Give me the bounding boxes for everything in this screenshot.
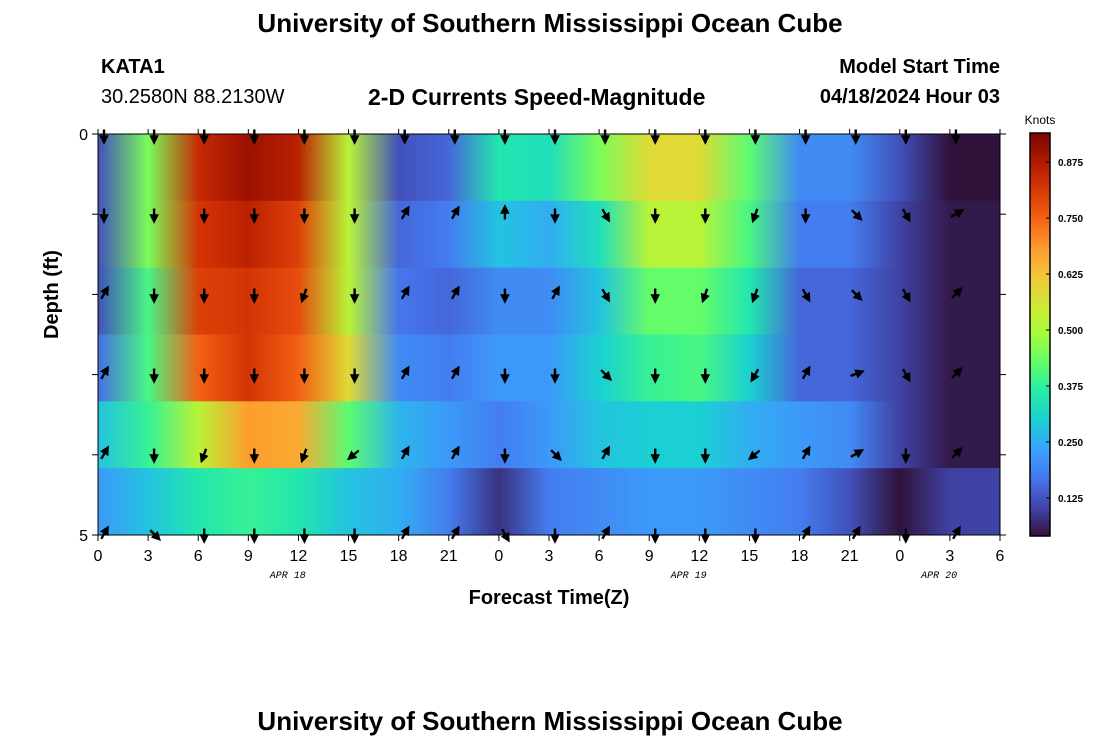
colorbar-tick-label: 0.750	[1058, 214, 1083, 225]
x-tick-label: 6	[996, 548, 1005, 565]
station-coordinates: 30.2580N 88.2130W	[101, 86, 285, 108]
current-arrow	[801, 525, 811, 540]
model-start-label: Model Start Time	[839, 56, 1000, 78]
current-arrow	[600, 369, 613, 381]
current-arrow	[950, 209, 965, 219]
current-arrow	[951, 367, 963, 379]
x-tick-label: 3	[945, 548, 954, 565]
current-arrow	[299, 288, 309, 304]
x-tick-label: 0	[895, 548, 904, 565]
current-arrow	[601, 525, 611, 540]
chart-subtitle: 2-D Currents Speed-Magnitude	[368, 84, 706, 110]
current-arrow	[400, 285, 410, 300]
current-arrow	[400, 445, 410, 460]
current-arrow	[850, 209, 863, 221]
current-arrow	[199, 448, 209, 464]
x-tick-label: 9	[645, 548, 654, 565]
current-arrow	[450, 365, 460, 380]
colorbar	[1029, 132, 1051, 537]
heatmap-band-3	[98, 334, 1000, 402]
current-arrow	[700, 288, 710, 304]
current-arrow	[850, 369, 865, 379]
date-label: APR 18	[269, 571, 306, 582]
current-arrow	[450, 205, 460, 220]
x-tick-label: 0	[494, 548, 503, 565]
x-tick-label: 18	[791, 548, 809, 565]
current-arrow	[747, 449, 761, 461]
current-arrow	[100, 285, 109, 300]
station-id: KATA1	[101, 56, 165, 78]
colorbar-tick-label: 0.625	[1058, 270, 1083, 281]
current-arrow	[750, 368, 760, 383]
heatmap-band-4	[98, 401, 1000, 469]
current-arrow	[801, 445, 811, 460]
date-label: APR 19	[670, 571, 707, 582]
chart-title-top: University of Southern Mississippi Ocean…	[257, 8, 843, 38]
x-tick-label: 12	[290, 548, 308, 565]
current-arrow	[750, 208, 760, 224]
current-arrow	[299, 448, 309, 464]
current-arrow	[346, 449, 360, 461]
colorbar-tick-label: 0.500	[1058, 326, 1083, 337]
colorbar-label: Knots	[1025, 113, 1056, 127]
x-tick-label: 15	[340, 548, 358, 565]
x-tick-label: 3	[144, 548, 153, 565]
current-arrow	[901, 288, 911, 303]
current-arrow	[850, 449, 865, 459]
x-tick-label: 12	[690, 548, 708, 565]
current-arrow	[149, 529, 162, 541]
current-arrow	[601, 288, 611, 303]
y-tick-label: 5	[79, 528, 88, 545]
current-arrow	[450, 445, 460, 460]
current-arrow	[551, 285, 560, 300]
x-tick-label: 0	[94, 548, 103, 565]
model-start-time: 04/18/2024 Hour 03	[819, 86, 1000, 108]
colorbar-tick-label: 0.250	[1058, 438, 1083, 449]
current-arrow	[601, 445, 611, 460]
chart-title-bottom: University of Southern Mississippi Ocean…	[257, 706, 843, 736]
date-label: APR 20	[920, 571, 957, 582]
heatmap-band-0	[98, 134, 1000, 202]
current-arrow	[951, 447, 963, 459]
current-arrow	[901, 368, 911, 383]
current-arrow	[850, 289, 863, 301]
current-arrow	[951, 525, 961, 540]
current-arrow	[400, 525, 410, 540]
current-arrow	[400, 365, 410, 380]
current-arrow	[601, 208, 611, 223]
x-tick-label: 21	[841, 548, 859, 565]
colorbar-tick-label: 0.875	[1058, 158, 1083, 169]
current-arrow	[100, 365, 109, 380]
y-axis-title: Depth (ft)	[41, 250, 63, 339]
x-tick-label: 15	[741, 548, 759, 565]
heatmap-band-2	[98, 267, 1000, 335]
x-tick-label: 6	[595, 548, 604, 565]
current-arrow	[450, 525, 460, 540]
heatmap-band-1	[98, 200, 1000, 269]
current-arrow	[400, 205, 410, 220]
x-tick-label: 21	[440, 548, 458, 565]
current-arrow	[901, 208, 911, 223]
x-tick-label: 9	[244, 548, 253, 565]
current-arrow	[100, 525, 109, 540]
colorbar-tick-label: 0.375	[1058, 382, 1083, 393]
current-arrow	[951, 287, 963, 299]
x-tick-label: 18	[390, 548, 408, 565]
x-tick-label: 3	[545, 548, 554, 565]
current-arrow	[851, 525, 861, 540]
current-arrow	[450, 285, 460, 300]
heatmap-band-5	[98, 468, 1000, 536]
x-tick-label: 6	[194, 548, 203, 565]
current-arrow	[801, 365, 811, 380]
x-axis-title: Forecast Time(Z)	[469, 587, 630, 609]
current-arrow	[750, 288, 760, 304]
current-arrow	[550, 449, 562, 461]
current-arrow	[500, 528, 510, 543]
current-arrow	[801, 288, 811, 303]
current-arrow	[100, 445, 109, 460]
colorbar-tick-label: 0.125	[1058, 494, 1083, 505]
y-tick-label: 0	[79, 127, 88, 144]
